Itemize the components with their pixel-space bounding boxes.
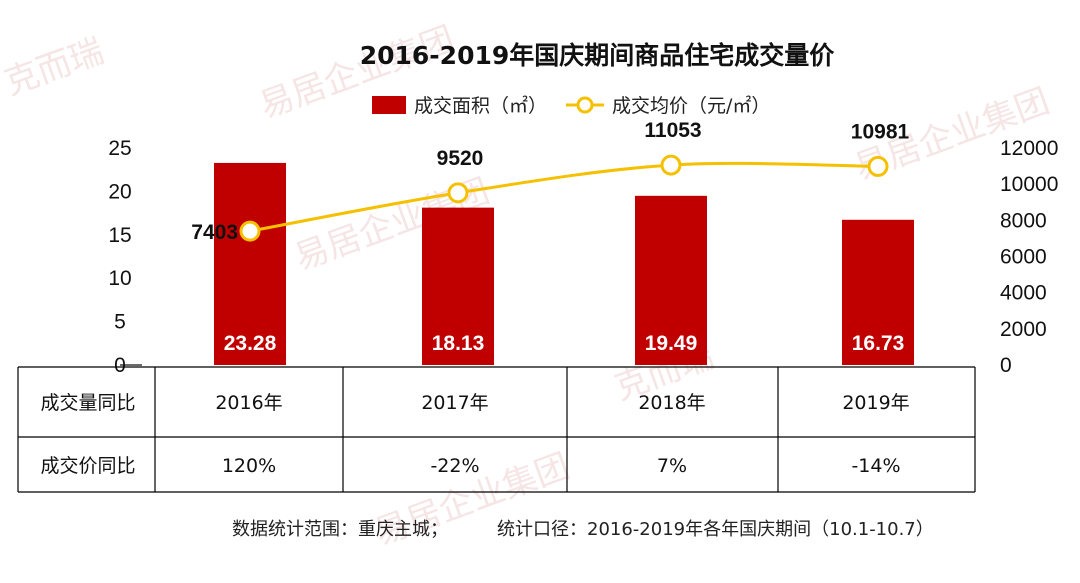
watermark-text-5: 克而瑞	[0, 31, 109, 103]
price-point	[660, 154, 682, 176]
table-price-yoy-cell: 120%	[222, 455, 276, 477]
bar-value-label: 16.73	[852, 332, 905, 355]
table-year-cells: 2016年 2017年 2018年 2019年	[215, 392, 909, 414]
right-tick-label: 0	[1000, 354, 1012, 377]
chart-title: 2016-2019年国庆期间商品住宅成交量价	[360, 41, 836, 70]
right-axis-ticks: 0 2000 4000 6000 8000 10000 12000	[1000, 137, 1058, 377]
left-tick-label: 20	[108, 180, 131, 203]
bar-value-label: 19.49	[645, 332, 698, 355]
bar-value-label: 18.13	[432, 332, 485, 355]
bar-2019年	[842, 219, 914, 365]
left-tick-label: 15	[108, 224, 131, 247]
data-table: 成交量同比 成交价同比 2016年 2017年 2018年 2019年 120% -22…	[17, 366, 976, 493]
table-year-cell: 2019年	[842, 392, 909, 414]
legend-marker-price	[576, 96, 594, 114]
table-price-yoy-cells: 120% -22% 7% -14%	[222, 455, 901, 477]
bar-value-labels: 23.28 18.13 19.49 16.73	[224, 332, 905, 355]
bar-2016年	[214, 162, 286, 365]
price-value-label: 10981	[851, 120, 910, 143]
left-tick-label: 5	[114, 311, 126, 334]
table-price-yoy-cell: 7%	[657, 455, 687, 477]
right-tick-label: 10000	[1000, 173, 1058, 196]
table-row-header-volume: 成交量同比	[40, 392, 135, 414]
table-year-cell: 2018年	[638, 392, 705, 414]
price-value-label: 7403	[191, 221, 238, 244]
right-tick-label: 2000	[1000, 318, 1047, 341]
left-tick-label: 25	[108, 137, 131, 160]
price-point	[867, 155, 889, 177]
footer-caliber: 统计口径：2016-2019年各年国庆期间（10.1-10.7）	[497, 519, 934, 540]
legend-label-area: 成交面积（㎡）	[414, 94, 547, 117]
price-line-series	[239, 154, 889, 242]
price-value-label: 9520	[437, 147, 484, 170]
table-year-cell: 2016年	[215, 392, 282, 414]
table-price-yoy-cell: -14%	[851, 455, 900, 477]
table-year-cell: 2017年	[421, 392, 488, 414]
legend-label-price: 成交均价（元/㎡）	[612, 94, 770, 117]
legend: 成交面积（㎡） 成交均价（元/㎡）	[372, 94, 770, 117]
right-tick-label: 12000	[1000, 137, 1058, 160]
price-point	[447, 182, 469, 204]
bar-value-label: 23.28	[224, 332, 277, 355]
legend-swatch-area	[372, 96, 406, 114]
left-tick-label: 10	[108, 267, 131, 290]
price-value-labels: 7403 9520 11053 10981	[191, 119, 909, 244]
bar-2017年	[422, 207, 494, 365]
price-line	[249, 161, 879, 233]
price-point	[239, 220, 261, 242]
bar-series	[214, 162, 914, 365]
bar-2018年	[635, 195, 707, 365]
table-price-yoy-cell: -22%	[430, 455, 479, 477]
right-tick-label: 4000	[1000, 282, 1047, 305]
table-row-header-price: 成交价同比	[40, 455, 135, 477]
right-tick-label: 6000	[1000, 246, 1047, 269]
price-value-label: 11053	[644, 119, 701, 142]
footer-scope: 数据统计范围：重庆主城；	[232, 519, 448, 540]
right-tick-label: 8000	[1000, 209, 1047, 232]
